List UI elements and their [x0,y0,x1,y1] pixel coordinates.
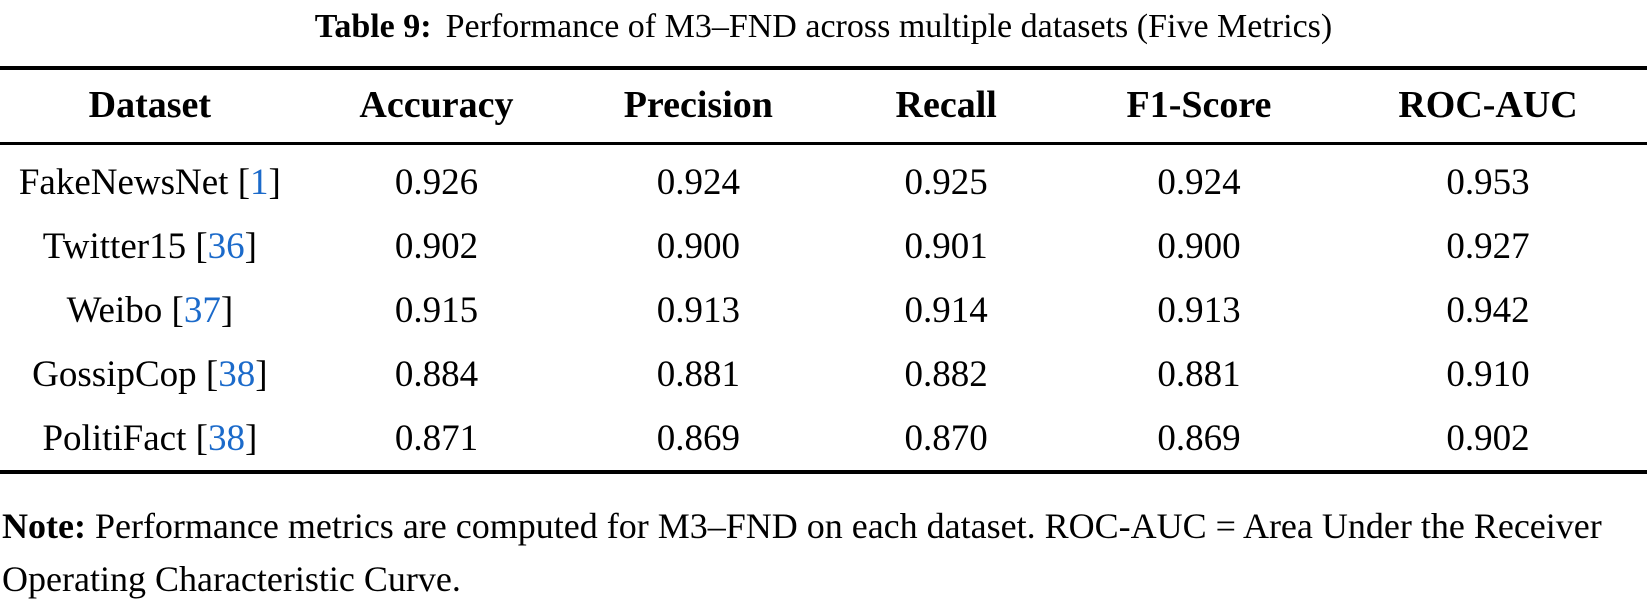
table-row: Twitter15 [36] 0.902 0.900 0.901 0.900 0.927 [0,214,1647,278]
metric-value-cell: 0.902 [394,225,479,267]
table-note: Note: Performance metrics are computed f… [2,500,1645,606]
metric-value-cell: 0.926 [394,161,479,203]
citation-link[interactable]: 38 [218,353,256,395]
metric-value-cell: 0.900 [656,225,740,267]
metrics-table-header: Dataset Accuracy Precision Recall F1-Sco… [0,68,1647,144]
metric-value-cell: 0.901 [904,225,988,267]
citation-link[interactable]: 38 [207,417,245,459]
table-caption: Table 9: Performance of M3–FND across mul… [0,4,1647,50]
table-row: PolitiFact [38] 0.871 0.869 0.870 0.869 0.902 [0,406,1647,472]
metric-value-cell: 0.870 [904,417,988,459]
metric-value-cell: 0.914 [904,289,988,331]
dataset-name: GossipCop [32,353,197,395]
metric-value-cell: 0.869 [656,417,740,459]
metric-value-cell: 0.869 [1157,417,1241,459]
header-row: Dataset Accuracy Precision Recall F1-Sco… [0,68,1647,144]
metric-value-cell: 0.881 [656,353,740,395]
metric-value-cell: 0.953 [1446,161,1530,203]
metric-value-cell: 0.913 [1157,289,1241,331]
metric-value-cell: 0.942 [1446,289,1530,331]
table-row: Weibo [37] 0.915 0.913 0.914 0.913 0.942 [0,278,1647,342]
column-header-dataset: Dataset [88,84,212,126]
metric-value-cell: 0.915 [394,289,479,331]
dataset-name: PolitiFact [42,417,187,459]
column-header-recall: Recall [895,84,997,126]
metric-value-cell: 0.924 [1157,161,1241,203]
citation-link[interactable]: 36 [207,225,245,267]
metric-value-cell: 0.884 [394,353,479,395]
metric-value-cell: 0.881 [1157,353,1241,395]
dataset-name: Weibo [66,289,163,331]
paper-table-figure: Table 9: Performance of M3–FND across mul… [0,4,1647,599]
dataset-cell: GossipCop [38] [32,353,268,395]
metric-value-cell: 0.927 [1446,225,1530,267]
table-caption-text: Performance of M3–FND across multiple da… [445,8,1333,45]
metric-value-cell: 0.910 [1446,353,1530,395]
metric-value-cell: 0.902 [1446,417,1530,459]
dataset-cell: Weibo [37] [66,289,234,331]
table-caption-label: Table 9: [314,8,432,45]
column-header-roc-auc: ROC-AUC [1398,84,1578,126]
metric-value-cell: 0.924 [656,161,740,203]
metric-value-cell: 0.925 [904,161,988,203]
table-row: GossipCop [38] 0.884 0.881 0.882 0.881 0.910 [0,342,1647,406]
table-note-text: Performance metrics are computed for M3–… [2,506,1602,599]
column-header-f1-score: F1-Score [1126,84,1272,126]
metric-value-cell: 0.882 [904,353,988,395]
column-header-accuracy: Accuracy [359,84,514,126]
metrics-table-body: FakeNewsNet [1] 0.926 0.924 0.925 0.924 0.953… [0,144,1647,473]
table-note-label: Note: [2,506,86,546]
dataset-name: FakeNewsNet [18,161,229,203]
metrics-table: Dataset Accuracy Precision Recall F1-Sco… [0,66,1647,474]
dataset-cell: PolitiFact [38] [42,417,258,459]
metric-value-cell: 0.871 [394,417,479,459]
metric-value-cell: 0.913 [656,289,740,331]
citation-link[interactable]: 1 [250,161,269,203]
table-row: FakeNewsNet [1] 0.926 0.924 0.925 0.924 0.953 [0,144,1647,215]
dataset-cell: FakeNewsNet [1] [18,161,281,203]
citation-link[interactable]: 37 [183,289,221,331]
dataset-cell: Twitter15 [36] [42,225,257,267]
dataset-name: Twitter15 [42,225,187,267]
metric-value-cell: 0.900 [1157,225,1241,267]
column-header-precision: Precision [623,84,773,126]
